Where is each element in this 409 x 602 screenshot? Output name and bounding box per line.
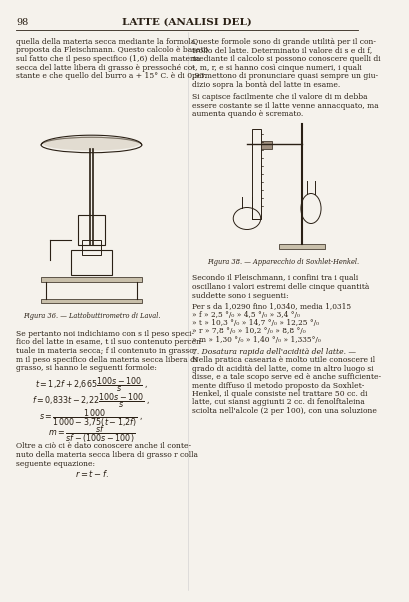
- Text: Figura 36. — Lattobuttirometro di Laval.: Figura 36. — Lattobuttirometro di Laval.: [23, 312, 160, 320]
- Text: grasso, si hanno le seguenti formole:: grasso, si hanno le seguenti formole:: [16, 364, 157, 372]
- Text: $r = t - f.$: $r = t - f.$: [74, 468, 108, 479]
- Text: 7. Dosatura rapida dell'acidità del latte. —: 7. Dosatura rapida dell'acidità del latt…: [192, 347, 356, 356]
- Text: » t » 10,3 °/₀ » 14,7 °/₀ » 12,25 °/₀: » t » 10,3 °/₀ » 14,7 °/₀ » 12,25 °/₀: [192, 319, 319, 327]
- Bar: [41, 277, 142, 282]
- Text: permettono di pronunciare quasi sempre un giu-: permettono di pronunciare quasi sempre u…: [192, 72, 378, 80]
- Text: aumenta quando è scremato.: aumenta quando è scremato.: [192, 110, 303, 118]
- Text: stante e che quello del burro a + 15° C. è di 0,93.: stante e che quello del burro a + 15° C.…: [16, 72, 207, 80]
- Text: essere costante se il latte venne annacquato, ma: essere costante se il latte venne annacq…: [192, 102, 379, 110]
- Bar: [41, 299, 142, 303]
- Text: trollo del latte. Determinato il valore di s e di f,: trollo del latte. Determinato il valore …: [192, 46, 372, 55]
- Text: LATTE (ANALISI DEL): LATTE (ANALISI DEL): [122, 18, 252, 27]
- Bar: [82, 240, 101, 255]
- Text: secca del latte libera di grasso è pressoché co-: secca del latte libera di grasso è press…: [16, 63, 196, 72]
- Text: $s = \dfrac{1000}{1000-3{,}75(t-1{,}2f)}\ ,$: $s = \dfrac{1000}{1000-3{,}75(t-1{,}2f)}…: [40, 408, 144, 429]
- Text: Per s da 1,0290 fino 1,0340, media 1,0315: Per s da 1,0290 fino 1,0340, media 1,031…: [192, 302, 351, 310]
- Text: Queste formole sono di grande utilità per il con-: Queste formole sono di grande utilità pe…: [192, 38, 376, 46]
- Text: » m » 1,30 °/₀ » 1,40 °/₀ » 1,335°/₀: » m » 1,30 °/₀ » 1,40 °/₀ » 1,335°/₀: [192, 336, 321, 344]
- Text: latte, cui siansi aggiunti 2 cc. di fenolftaleina: latte, cui siansi aggiunti 2 cc. di feno…: [192, 399, 365, 406]
- Text: » f » 2,5 °/₀ » 4,5 °/₀ » 3,4 °/₀: » f » 2,5 °/₀ » 4,5 °/₀ » 3,4 °/₀: [192, 311, 300, 318]
- Bar: [252, 128, 261, 219]
- Text: $t = 1{,}2f + 2{,}665\dfrac{100s-100}{s}\ ,$: $t = 1{,}2f + 2{,}665\dfrac{100s-100}{s}…: [35, 376, 148, 394]
- Text: 98: 98: [16, 18, 29, 27]
- Text: Oltre a ciò ci è dato conoscere anche il conte-: Oltre a ciò ci è dato conoscere anche il…: [16, 442, 191, 450]
- Bar: [78, 215, 105, 245]
- Text: seguente equazione:: seguente equazione:: [16, 459, 96, 468]
- Bar: [279, 243, 325, 249]
- Text: grado di acidità del latte, come in altro luogo si: grado di acidità del latte, come in altr…: [192, 364, 374, 373]
- Text: » r » 7,8 °/₀ » 10,2 °/₀ » 8,8 °/₀: » r » 7,8 °/₀ » 10,2 °/₀ » 8,8 °/₀: [192, 327, 306, 335]
- Text: t, m, r, e si hanno così cinque numeri, i quali: t, m, r, e si hanno così cinque numeri, …: [192, 63, 362, 72]
- Text: proposta da Fleischmann. Questo calcolo è basato: proposta da Fleischmann. Questo calcolo …: [16, 46, 209, 55]
- Text: dizio sopra la bontà del latte in esame.: dizio sopra la bontà del latte in esame.: [192, 81, 340, 88]
- Text: $m = \dfrac{sf}{sf-(100s-100)}$: $m = \dfrac{sf}{sf-(100s-100)}$: [48, 423, 135, 445]
- Text: oscillano i valori estremi delle cinque quantità: oscillano i valori estremi delle cinque …: [192, 283, 369, 291]
- Text: mediante il calcolo si possono conoscere quelli di: mediante il calcolo si possono conoscere…: [192, 55, 381, 63]
- Text: Secondo il Fleischmann, i confini tra i quali: Secondo il Fleischmann, i confini tra i …: [192, 275, 358, 282]
- Text: $f = 0{,}833t - 2{,}22\dfrac{100s-100}{s}\ ,$: $f = 0{,}833t - 2{,}22\dfrac{100s-100}{s…: [32, 391, 151, 410]
- Ellipse shape: [43, 137, 140, 150]
- Text: Nella pratica casearia è molto utile conoscere il: Nella pratica casearia è molto utile con…: [192, 356, 375, 364]
- Bar: [71, 250, 112, 275]
- Text: tuale in materia secca; f il contenuto in grasso;: tuale in materia secca; f il contenuto i…: [16, 347, 197, 355]
- Text: Se pertanto noi indichiamo con s il peso speci-: Se pertanto noi indichiamo con s il peso…: [16, 330, 195, 338]
- Text: sciolta nell'alcole (2 per 100), con una soluzione: sciolta nell'alcole (2 per 100), con una…: [192, 407, 377, 415]
- Bar: [261, 140, 272, 149]
- Text: disse, e a tale scopo serve ed è anche sufficiente-: disse, e a tale scopo serve ed è anche s…: [192, 373, 381, 381]
- Text: suddette sono i seguenti:: suddette sono i seguenti:: [192, 291, 289, 300]
- Text: sul fatto che il peso specifico (1,6) della materia: sul fatto che il peso specifico (1,6) de…: [16, 55, 201, 63]
- Text: nuto della materia secca libera di grasso r colla: nuto della materia secca libera di grass…: [16, 451, 198, 459]
- Text: mente diffuso il metodo proposto da Soxhlet-: mente diffuso il metodo proposto da Soxh…: [192, 382, 364, 389]
- Text: Si capisce facilmente che il valore di m debba: Si capisce facilmente che il valore di m…: [192, 93, 368, 101]
- Text: Henkel, il quale consiste nel trattare 50 cc. di: Henkel, il quale consiste nel trattare 5…: [192, 390, 368, 398]
- Text: quella della materia secca mediante la formola: quella della materia secca mediante la f…: [16, 38, 196, 46]
- Text: fico del latte in esame, t il suo contenuto percen-: fico del latte in esame, t il suo conten…: [16, 338, 204, 347]
- Text: m il peso specifico della materia secca libera di: m il peso specifico della materia secca …: [16, 356, 198, 364]
- Text: Figura 38. — Apparecchio di Soxhlet-Henkel.: Figura 38. — Apparecchio di Soxhlet-Henk…: [207, 258, 360, 267]
